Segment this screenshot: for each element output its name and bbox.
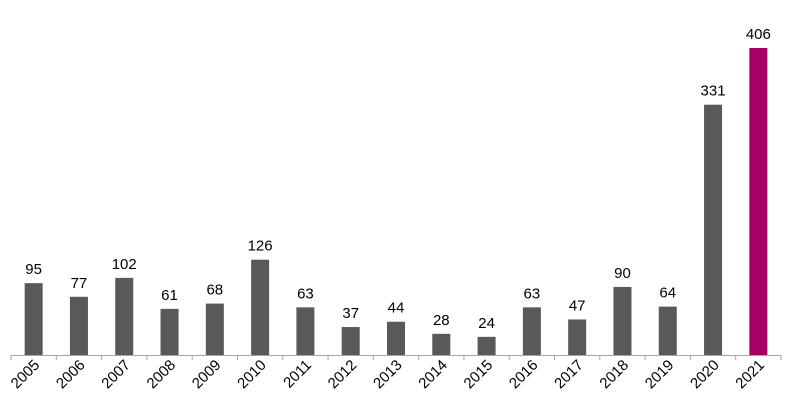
- data-label-2012: 37: [342, 305, 359, 322]
- bar-2009: [205, 303, 224, 355]
- data-label-2008: 61: [161, 287, 178, 304]
- data-label-2021: 406: [746, 26, 771, 43]
- data-label-2014: 28: [433, 312, 450, 329]
- bar-2005: [24, 283, 43, 355]
- bar-2008: [160, 308, 179, 355]
- tick-label-2005: 2005: [8, 357, 44, 393]
- tick-label-2008: 2008: [144, 357, 180, 393]
- tick-label-2007: 2007: [98, 357, 134, 393]
- bar-2018: [613, 286, 632, 355]
- data-label-2011: 63: [297, 285, 314, 302]
- bar-2013: [387, 321, 405, 355]
- bar-2016: [522, 307, 541, 355]
- bar-2012: [341, 327, 360, 355]
- tick-label-2020: 2020: [687, 357, 723, 393]
- data-label-2009: 68: [206, 282, 223, 299]
- data-label-2005: 95: [25, 261, 42, 278]
- tick-label-2011: 2011: [280, 357, 315, 392]
- tick-label-2019: 2019: [642, 357, 678, 393]
- tick-label-2018: 2018: [596, 357, 632, 393]
- bar-2007: [115, 277, 134, 355]
- bar-2006: [69, 296, 88, 355]
- data-label-2006: 77: [71, 275, 88, 292]
- bar-2020: [704, 104, 723, 356]
- bar-2011: [296, 307, 315, 355]
- data-label-2018: 90: [614, 265, 631, 282]
- tick-label-2006: 2006: [53, 357, 89, 393]
- tick-label-2014: 2014: [415, 357, 451, 393]
- tick-label-2009: 2009: [189, 357, 225, 393]
- bar-2021: [749, 48, 768, 355]
- tick-label-2013: 2013: [370, 357, 406, 393]
- data-label-2016: 63: [524, 285, 541, 302]
- data-label-2007: 102: [112, 256, 137, 273]
- bar-2019: [658, 306, 677, 355]
- tick-label-2017: 2017: [551, 357, 587, 393]
- bar-2014: [432, 333, 451, 355]
- bar-2017: [568, 319, 587, 355]
- data-label-2020: 331: [701, 83, 726, 100]
- tick-label-2015: 2015: [461, 357, 497, 393]
- bar-2010: [251, 259, 270, 355]
- data-label-2010: 126: [248, 238, 273, 255]
- x-axis-ticks: [10, 355, 782, 360]
- data-label-2013: 44: [388, 300, 405, 317]
- data-label-2019: 64: [659, 285, 676, 302]
- tick-label-2010: 2010: [234, 357, 270, 393]
- tick-label-2021: 2021: [732, 357, 768, 393]
- x-axis-tick-labels: 2005 2006 2007 2008 2009 2010 2011 2012 2013 2014…: [8, 357, 768, 393]
- bars-layer: [24, 48, 768, 356]
- data-label-2017: 47: [569, 297, 586, 314]
- tick-label-2012: 2012: [325, 357, 361, 393]
- data-label-2015: 24: [478, 315, 495, 332]
- tick-label-2016: 2016: [506, 357, 542, 393]
- bar-2015: [477, 336, 496, 355]
- data-labels-layer: 95 77 102 61 68 126 63 37 44 28 24 63 47 90 64 331 406: [25, 26, 771, 332]
